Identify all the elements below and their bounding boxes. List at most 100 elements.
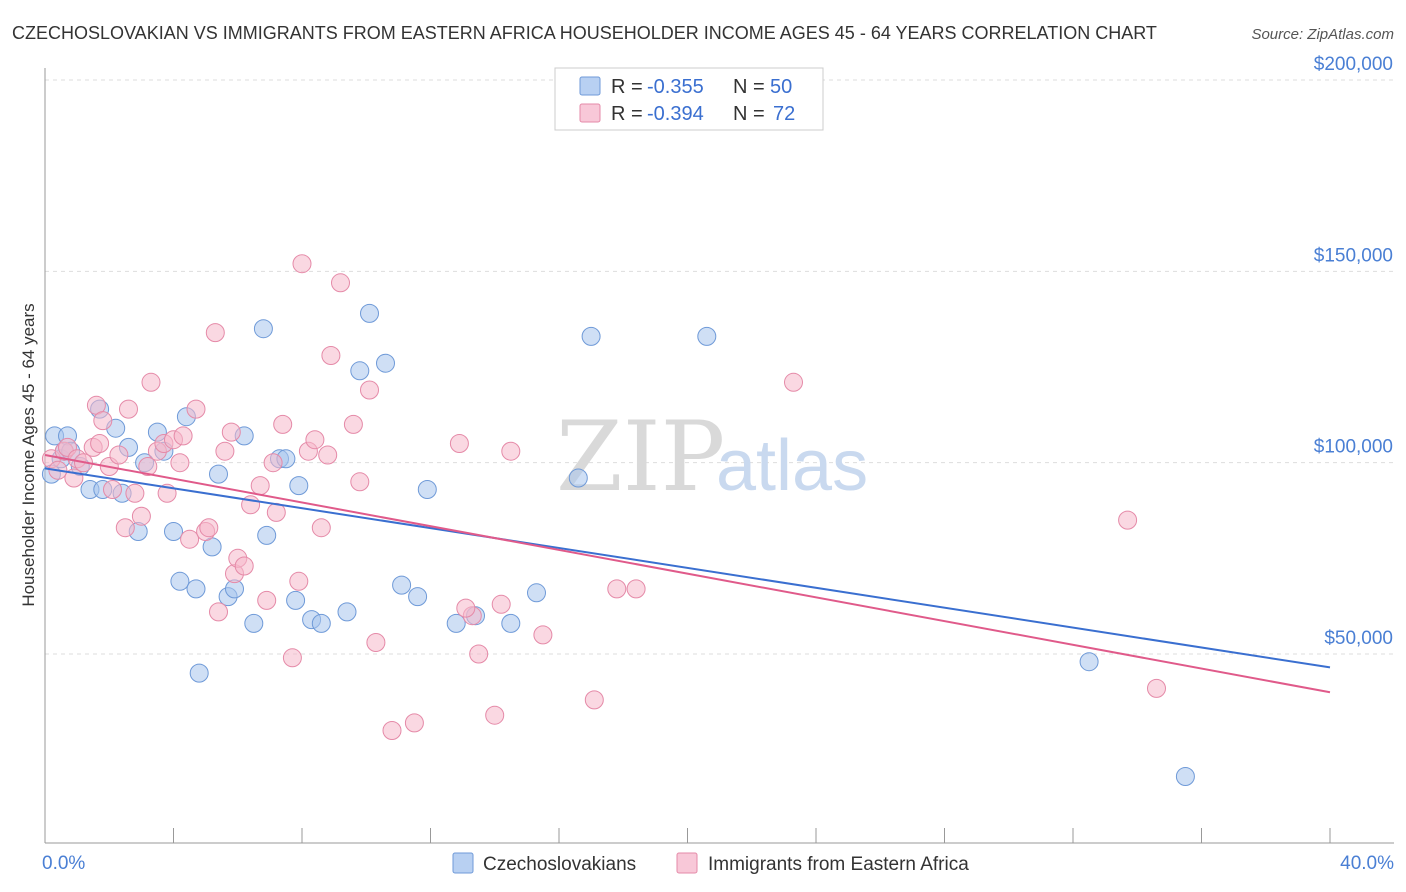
data-point	[350, 361, 370, 381]
legend-n-label-2: N =	[733, 103, 765, 125]
data-point	[164, 522, 183, 541]
data-point	[170, 571, 190, 591]
data-point	[257, 590, 277, 610]
data-point	[360, 380, 379, 400]
data-point	[491, 594, 511, 614]
data-point	[90, 434, 110, 453]
data-point	[109, 445, 129, 465]
trend-line-1	[44, 454, 1331, 694]
data-point	[186, 579, 206, 599]
data-point	[189, 663, 209, 683]
correlation-legend: R = -0.355 N = 50 R = -0.394 N = 72	[554, 67, 824, 131]
y-tick-label: $100,000	[1314, 437, 1393, 458]
data-point	[408, 587, 428, 607]
points-layer	[41, 254, 1195, 786]
data-point	[263, 453, 283, 473]
legend-n-label-1: N =	[733, 76, 765, 98]
y-tick-label: $200,000	[1314, 54, 1393, 75]
data-point	[199, 518, 219, 538]
data-point	[186, 399, 206, 419]
data-point	[584, 690, 604, 710]
data-point	[93, 411, 113, 431]
data-point	[392, 575, 412, 595]
data-point	[305, 430, 325, 450]
data-point	[1147, 678, 1166, 698]
data-point	[527, 583, 546, 603]
data-point	[626, 579, 646, 599]
data-point	[607, 579, 627, 599]
data-point	[221, 422, 241, 442]
bottom-legend-swatch-czechoslovakians	[452, 852, 474, 874]
data-point	[382, 721, 402, 740]
data-point	[282, 648, 302, 668]
bottom-legend-swatch-eastern-africa	[676, 852, 698, 874]
series-legend: Czechoslovakians Immigrants from Eastern…	[452, 852, 969, 875]
data-point	[273, 414, 293, 434]
legend-n-value-2: 72	[773, 103, 795, 125]
data-point	[170, 453, 190, 473]
data-point	[173, 426, 193, 446]
x-tick-label-max: 40.0%	[1340, 853, 1394, 874]
data-point	[138, 457, 158, 476]
data-point	[449, 434, 469, 453]
data-point	[244, 613, 264, 633]
chart-source: Source: ZipAtlas.com	[1251, 26, 1394, 43]
data-point	[103, 480, 122, 499]
data-point	[501, 441, 521, 461]
legend-n-value-1: 50	[770, 76, 792, 98]
data-point	[180, 529, 200, 549]
data-point	[1079, 652, 1099, 672]
data-point	[417, 480, 437, 499]
y-axis-label: Householder Income Ages 45 - 64 years	[19, 303, 38, 606]
data-point	[292, 254, 312, 274]
data-point	[331, 273, 350, 293]
data-point	[360, 303, 379, 323]
data-point	[469, 644, 489, 664]
data-point	[321, 346, 341, 365]
data-point	[119, 399, 138, 419]
data-point	[456, 598, 476, 618]
data-point	[131, 506, 151, 526]
data-point	[253, 319, 273, 339]
data-point	[784, 372, 803, 392]
data-point	[366, 633, 386, 652]
data-point	[581, 326, 601, 346]
legend-r-value-2: -0.394	[647, 103, 704, 125]
x-tick-label-min: 0.0%	[42, 853, 85, 874]
data-point	[318, 445, 338, 465]
data-point	[289, 571, 309, 591]
trend-layer	[44, 454, 1331, 694]
data-point	[350, 472, 370, 492]
series-points-0	[41, 303, 1195, 786]
data-point	[404, 713, 424, 733]
data-point	[311, 613, 331, 633]
data-point	[234, 556, 254, 576]
legend-swatch-czechoslovakians	[579, 76, 601, 96]
data-point	[115, 518, 135, 538]
legend-swatch-eastern-africa	[579, 103, 601, 123]
data-point	[1175, 767, 1195, 786]
legend-r-value-1: -0.355	[647, 76, 704, 98]
bottom-legend-label-eastern-africa: Immigrants from Eastern Africa	[708, 854, 969, 875]
data-point	[289, 476, 309, 496]
data-point	[697, 326, 717, 346]
y-tick-labels: $50,000 $100,000 $150,000 $200,000	[1314, 54, 1393, 649]
data-point	[286, 590, 306, 610]
data-point	[311, 518, 331, 538]
watermark-atlas: atlas	[716, 426, 868, 506]
data-point	[257, 525, 277, 545]
watermark-zip: ZIP	[556, 401, 725, 513]
data-point	[501, 613, 521, 633]
x-ticks	[44, 828, 1331, 843]
data-point	[337, 602, 357, 622]
data-point	[533, 625, 553, 645]
data-point	[125, 483, 145, 503]
chart-title: CZECHOSLOVAKIAN VS IMMIGRANTS FROM EASTE…	[12, 23, 1157, 43]
data-point	[376, 353, 395, 373]
bottom-legend-label-czechoslovakians: Czechoslovakians	[483, 854, 636, 875]
legend-r-label-2: R =	[611, 103, 643, 125]
series-points-1	[41, 254, 1166, 740]
data-point	[209, 602, 228, 622]
data-point	[215, 441, 235, 461]
